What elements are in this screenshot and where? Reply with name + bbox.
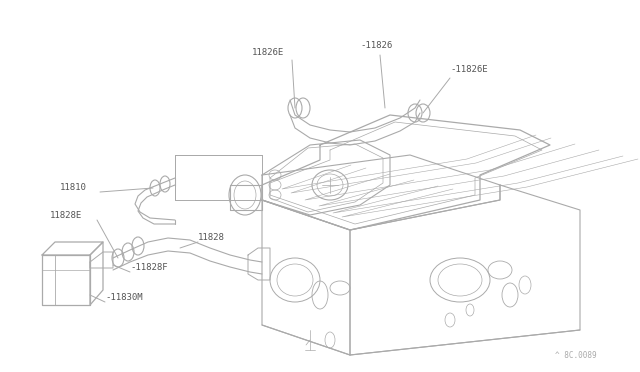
Text: -11826E: -11826E (450, 65, 488, 74)
Text: -11826: -11826 (360, 41, 392, 50)
Text: 11828E: 11828E (50, 211, 83, 220)
Text: -11828F: -11828F (130, 263, 168, 272)
Text: 11826E: 11826E (252, 48, 284, 57)
Text: 11810: 11810 (60, 183, 87, 192)
Text: ^ 8C.0089: ^ 8C.0089 (555, 351, 596, 360)
Text: 11828: 11828 (198, 233, 225, 242)
Text: -11830M: -11830M (105, 293, 143, 302)
